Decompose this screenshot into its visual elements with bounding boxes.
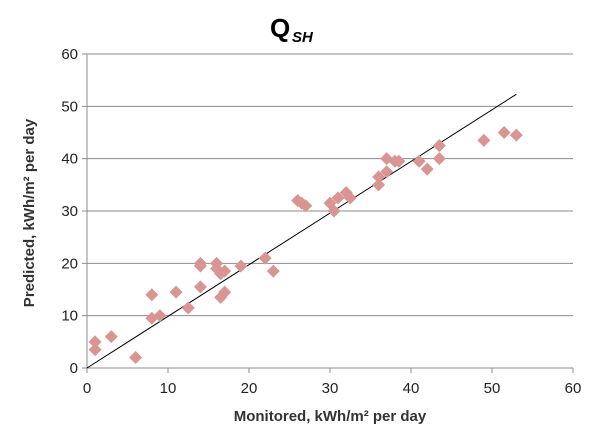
trend-line [86, 93, 517, 369]
chart-title: Q [270, 13, 290, 43]
data-point-8 [181, 301, 195, 315]
y-tick-label-20: 20 [61, 255, 78, 272]
x-tick-label-40: 40 [403, 380, 420, 397]
grid-layer [87, 53, 573, 317]
data-point-4 [145, 288, 159, 302]
data-point-38 [432, 152, 446, 166]
x-tick-label-60: 60 [565, 380, 582, 397]
x-axis-label: Monitored, kWh/m² per day [234, 408, 427, 425]
data-point-41 [509, 128, 523, 142]
data-point-3 [129, 351, 143, 365]
data-point-20 [266, 264, 280, 278]
data-point-7 [169, 285, 183, 299]
data-point-28 [343, 191, 357, 205]
data-point-11 [193, 280, 207, 294]
x-tick-label-20: 20 [241, 380, 258, 397]
data-point-37 [432, 139, 446, 153]
tick-labels: 0 10 20 30 40 50 60 0 10 20 30 40 50 60 [61, 46, 581, 397]
x-tick-label-30: 30 [322, 380, 339, 397]
y-tick-label-50: 50 [61, 98, 78, 115]
data-point-29 [372, 170, 386, 184]
y-tick-label-30: 30 [61, 203, 78, 220]
trend-layer [86, 93, 517, 369]
data-point-30 [372, 178, 386, 192]
data-point-10 [193, 259, 207, 273]
data-point-36 [420, 162, 434, 176]
data-point-1 [88, 343, 102, 357]
y-axis-label: Predicted, kWh/m² per day [21, 118, 38, 307]
data-point-35 [412, 154, 426, 168]
data-point-6 [153, 309, 167, 323]
x-tick-label-10: 10 [160, 380, 177, 397]
data-point-0 [88, 335, 102, 349]
data-point-39 [477, 133, 491, 147]
data-point-23 [299, 199, 313, 213]
axis-layer [82, 53, 574, 373]
data-point-40 [497, 126, 511, 139]
data-point-18 [234, 259, 248, 273]
x-tick-label-0: 0 [83, 380, 91, 397]
chart-title-subscript: SH [292, 29, 314, 46]
data-point-19 [258, 251, 272, 265]
x-tick-label-50: 50 [484, 380, 501, 397]
data-point-16 [218, 264, 232, 278]
y-tick-label-10: 10 [61, 308, 78, 325]
data-point-32 [380, 165, 394, 179]
data-points [88, 126, 523, 365]
data-point-25 [327, 204, 341, 218]
y-tick-label-0: 0 [70, 360, 78, 377]
data-point-26 [331, 191, 345, 205]
data-point-17 [218, 285, 232, 299]
data-point-2 [104, 330, 118, 344]
y-tick-label-60: 60 [61, 46, 78, 63]
y-tick-label-40: 40 [61, 151, 78, 168]
data-point-34 [392, 154, 406, 168]
